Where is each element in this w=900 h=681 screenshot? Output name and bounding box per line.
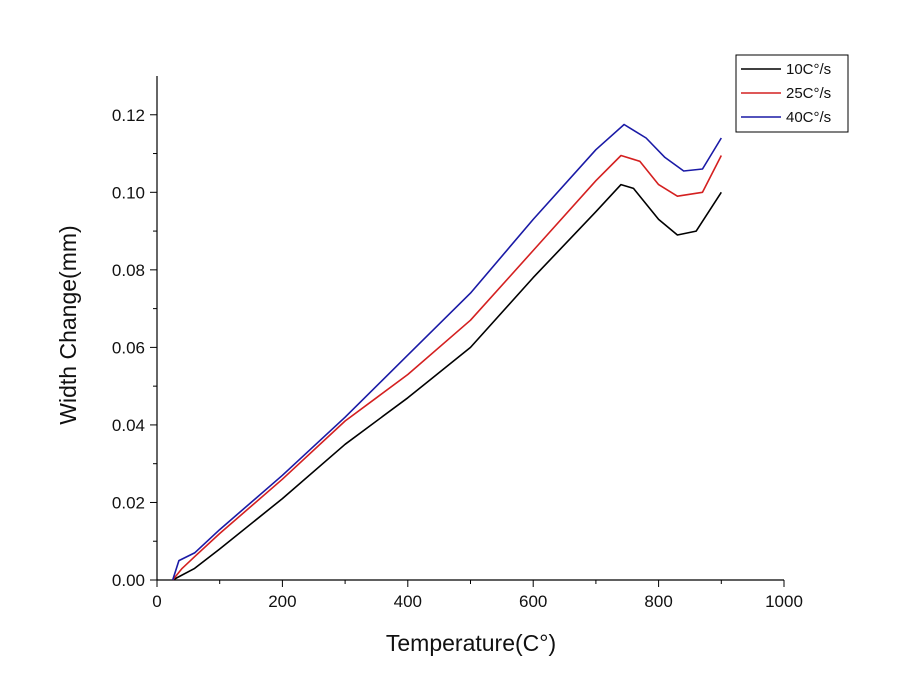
series-layer — [171, 123, 723, 581]
x-tick-label: 600 — [519, 592, 547, 611]
y-tick-label: 0.04 — [112, 416, 145, 435]
y-tick-label: 0.06 — [112, 338, 145, 357]
y-tick-label: 0.08 — [112, 261, 145, 280]
legend-label: 40C°/s — [786, 109, 831, 126]
series-line-2 — [172, 154, 723, 581]
x-tick-label: 400 — [394, 592, 422, 611]
x-tick-label: 800 — [644, 592, 672, 611]
y-tick-label: 0.12 — [112, 106, 145, 125]
y-tick-label: 0.10 — [112, 183, 145, 202]
y-axis-ticks: 0.00 0.02 0.04 0.06 0.08 0.10 0.12 — [112, 106, 157, 590]
legend-label: 25C°/s — [786, 85, 831, 102]
legend-label: 10C°/s — [786, 61, 831, 78]
series-line-1 — [172, 183, 722, 581]
x-axis-ticks: 0 200 400 600 800 1000 — [152, 580, 803, 611]
series-line-3 — [171, 123, 722, 581]
axes — [156, 76, 784, 581]
y-tick-label: 0.00 — [112, 571, 145, 590]
legend: 10C°/s 25C°/s 40C°/s — [735, 54, 849, 133]
x-axis-title: Temperature(C°) — [386, 630, 556, 656]
x-tick-label: 0 — [152, 592, 161, 611]
y-axis-title: Width Change(mm) — [55, 225, 81, 424]
x-tick-label: 1000 — [765, 592, 803, 611]
y-tick-label: 0.02 — [112, 493, 145, 512]
x-tick-label: 200 — [268, 592, 296, 611]
